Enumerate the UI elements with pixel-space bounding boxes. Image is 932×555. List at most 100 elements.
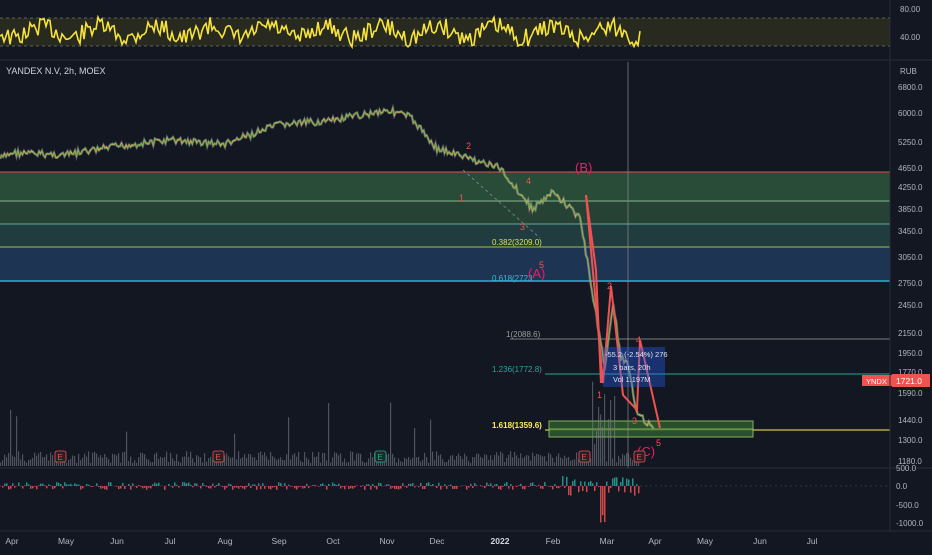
time-tick-15: Jul — [807, 536, 818, 546]
volume-bar — [266, 457, 267, 467]
volume-bar — [110, 463, 111, 466]
vol-osc-bar — [622, 477, 624, 486]
vol-osc-bar — [2, 486, 4, 488]
volume-bar — [392, 454, 393, 466]
volume-bar — [604, 394, 605, 466]
vol-osc-bar — [288, 485, 290, 486]
price-tick-10: 2450.0 — [898, 301, 923, 310]
volume-bar — [302, 462, 303, 466]
vol-osc-bar — [350, 486, 352, 488]
wave-label-5-c: 5 — [656, 438, 661, 448]
measure-line-1: -55.2 (-2.54%) 276 — [605, 350, 668, 359]
vol-osc-bar — [128, 484, 130, 486]
vol-osc-bar — [452, 486, 454, 489]
vol-osc-bar — [4, 484, 6, 486]
vol-osc-bar — [360, 486, 362, 487]
volume-bar — [258, 453, 259, 466]
vol-osc-bar — [196, 484, 198, 487]
vol-osc-bar — [30, 486, 32, 489]
vol-osc-bar — [516, 486, 518, 487]
volume-bar — [120, 463, 121, 466]
time-tick-12: Apr — [648, 536, 661, 546]
volume-bar — [550, 454, 551, 466]
vol-osc-bar — [276, 486, 278, 490]
volume-bar — [414, 428, 415, 466]
vol-osc-bar — [338, 484, 340, 486]
vol-osc-bar — [560, 486, 562, 487]
fib-zone-green-1 — [0, 172, 890, 202]
vol-osc-bar — [302, 486, 304, 489]
vol-osc-bar — [436, 486, 438, 488]
volume-bar — [4, 455, 5, 466]
vol-osc-bar — [24, 485, 26, 486]
wave-label-4-c: 4 — [636, 335, 641, 345]
vol-osc-tick-m500: -500.0 — [896, 501, 919, 510]
vol-osc-bar — [572, 481, 574, 486]
volume-bar — [256, 460, 257, 466]
vol-osc-bar — [234, 486, 236, 488]
volume-bar — [630, 458, 631, 466]
volume-bar — [76, 463, 77, 466]
vol-osc-bar — [354, 486, 356, 487]
volume-bar — [180, 463, 181, 466]
volume-bar — [30, 460, 31, 467]
volume-bar — [366, 462, 367, 466]
volume-bar — [168, 462, 169, 466]
volume-bar — [204, 453, 205, 466]
vol-osc-bar — [190, 485, 192, 486]
vol-osc-bar — [456, 486, 458, 489]
volume-bar — [260, 452, 261, 467]
volume-bar — [70, 459, 71, 466]
vol-osc-bar — [470, 484, 472, 486]
vol-osc-bar — [440, 486, 442, 490]
volume-bar — [542, 457, 543, 467]
volume-bar — [118, 453, 119, 466]
volume-bar — [536, 454, 537, 466]
vol-osc-bar — [186, 483, 188, 486]
fib-zones — [0, 172, 890, 437]
vol-osc-bar — [222, 486, 224, 487]
vol-osc-bar — [270, 486, 272, 489]
vol-osc-bar — [308, 486, 310, 488]
measure-line-2: 3 bars, 20h — [613, 363, 651, 372]
volume-bar — [174, 461, 175, 466]
vol-osc-bar — [496, 484, 498, 486]
volume-bar — [238, 451, 239, 466]
fib-label-1618: 1.618(1359.6) — [492, 421, 542, 430]
volume-bar — [144, 454, 145, 466]
vol-osc-bar — [312, 485, 314, 486]
volume-bar — [278, 459, 279, 466]
vol-osc-bar — [68, 485, 70, 486]
volume-bar — [592, 382, 593, 466]
earnings-marker-1-label: E — [58, 453, 63, 462]
volume-bar — [454, 460, 455, 466]
vol-osc-bar — [192, 486, 194, 487]
vol-osc-bar — [52, 486, 54, 489]
price-axis[interactable]: 6800.06000.05250.04650.04250.03850.03450… — [898, 83, 923, 466]
volume-bar — [152, 462, 153, 466]
vol-osc-bar — [636, 484, 638, 486]
volume-bar — [166, 452, 167, 466]
volume-bar — [230, 458, 231, 466]
vol-osc-bar — [210, 486, 212, 489]
time-tick-2: Jun — [110, 536, 124, 546]
vol-osc-bar — [262, 483, 264, 486]
vol-osc-bar — [42, 484, 44, 486]
measure-tool[interactable]: -55.2 (-2.54%) 276 3 bars, 20h Vol 1.197… — [603, 347, 668, 387]
volume-bar — [276, 460, 277, 466]
price-tick-8: 3050.0 — [898, 253, 923, 262]
volume-bar — [294, 453, 295, 466]
volume-bar — [94, 452, 95, 466]
volume-bar — [326, 461, 327, 467]
vol-osc-bar — [342, 486, 344, 487]
vol-osc-bar — [246, 486, 248, 487]
volume-bar — [416, 457, 417, 466]
vol-osc-bar — [200, 486, 202, 488]
vol-osc-bar — [556, 486, 558, 488]
vol-osc-bar — [300, 486, 302, 487]
volume-bar — [372, 457, 373, 466]
vol-osc-bar — [324, 485, 326, 486]
volume-bar — [330, 463, 331, 466]
